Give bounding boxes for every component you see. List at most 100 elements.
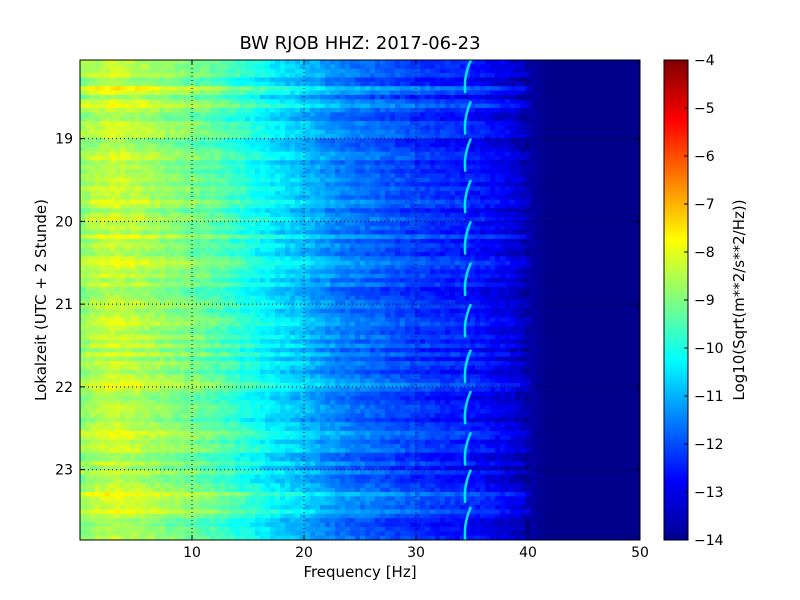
heatmap-cell	[295, 164, 301, 170]
heatmap-cell	[350, 116, 356, 122]
heatmap-cell	[315, 160, 321, 166]
heatmap-cell	[540, 230, 546, 235]
heatmap-cell	[525, 112, 531, 118]
heatmap-cell	[285, 121, 291, 126]
heatmap-cell	[365, 103, 371, 109]
heatmap-cell	[250, 77, 256, 83]
heatmap-cell	[215, 142, 221, 148]
heatmap-cell	[285, 112, 291, 118]
heatmap-cell	[355, 129, 361, 135]
heatmap-cell	[300, 129, 306, 135]
heatmap-cell	[245, 108, 251, 113]
heatmap-cell	[585, 73, 591, 78]
heatmap-cell	[635, 94, 640, 100]
heatmap-cell	[575, 64, 581, 70]
heatmap-cell	[150, 151, 156, 157]
heatmap-cell	[445, 212, 451, 218]
heatmap-cell	[355, 73, 361, 78]
heatmap-cell	[460, 108, 466, 113]
heatmap-cell	[430, 99, 436, 105]
heatmap-cell	[150, 94, 156, 100]
heatmap-cell	[320, 90, 326, 96]
heatmap-cell	[155, 125, 161, 131]
heatmap-cell	[260, 103, 266, 109]
heatmap-cell	[290, 134, 296, 139]
heatmap-cell	[155, 142, 161, 148]
heatmap-cell	[625, 90, 631, 96]
heatmap-cell	[180, 169, 186, 174]
heatmap-cell	[350, 129, 356, 135]
heatmap-cell	[140, 160, 146, 166]
heatmap-cell	[465, 204, 471, 209]
heatmap-cell	[225, 173, 231, 179]
heatmap-cell	[550, 121, 556, 126]
heatmap-cell	[495, 230, 501, 235]
heatmap-cell	[435, 77, 441, 83]
heatmap-cell	[355, 208, 361, 214]
heatmap-cell	[485, 221, 491, 227]
heatmap-cell	[350, 225, 356, 231]
heatmap-cell	[205, 225, 211, 231]
heatmap-cell	[410, 90, 416, 96]
heatmap-cell	[215, 195, 221, 201]
heatmap-cell	[130, 103, 136, 109]
heatmap-cell	[365, 77, 371, 83]
heatmap-cell	[580, 217, 586, 222]
heatmap-cell	[605, 160, 611, 166]
heatmap-cell	[625, 60, 631, 65]
heatmap-cell	[495, 212, 501, 218]
heatmap-cell	[440, 212, 446, 218]
heatmap-cell	[285, 129, 291, 135]
heatmap-cell	[265, 243, 271, 249]
heatmap-cell	[485, 73, 491, 78]
heatmap-cell	[460, 73, 466, 78]
heatmap-cell	[275, 169, 281, 174]
heatmap-cell	[240, 86, 246, 91]
heatmap-cell	[205, 169, 211, 174]
heatmap-cell	[320, 134, 326, 139]
heatmap-cell	[490, 138, 496, 144]
heatmap-cell	[290, 151, 296, 157]
heatmap-cell	[460, 125, 466, 131]
heatmap-cell	[325, 116, 331, 122]
heatmap-cell	[520, 164, 526, 170]
heatmap-cell	[105, 94, 111, 100]
heatmap-cell	[355, 252, 361, 257]
heatmap-cell	[165, 134, 171, 139]
heatmap-cell	[570, 169, 576, 174]
heatmap-cell	[560, 77, 566, 83]
heatmap-cell	[555, 81, 561, 87]
heatmap-cell	[335, 195, 341, 201]
heatmap-cell	[335, 68, 341, 74]
heatmap-cell	[590, 199, 596, 205]
heatmap-cell	[150, 173, 156, 179]
heatmap-cell	[150, 186, 156, 192]
heatmap-cell	[430, 195, 436, 201]
heatmap-cell	[615, 190, 621, 196]
heatmap-cell	[380, 60, 386, 65]
heatmap-cell	[220, 77, 226, 83]
heatmap-cell	[230, 156, 236, 161]
heatmap-cell	[370, 225, 376, 231]
heatmap-cell	[420, 108, 426, 113]
heatmap-cell	[95, 64, 101, 70]
heatmap-cell	[345, 238, 351, 244]
heatmap-cell	[405, 116, 411, 122]
heatmap-cell	[275, 156, 281, 161]
heatmap-cell	[420, 186, 426, 192]
heatmap-cell	[200, 225, 206, 231]
heatmap-cell	[455, 147, 461, 153]
heatmap-cell	[215, 99, 221, 105]
heatmap-cell	[560, 121, 566, 126]
heatmap-cell	[340, 199, 346, 205]
heatmap-cell	[500, 138, 506, 144]
heatmap-cell	[565, 151, 571, 157]
heatmap-cell	[110, 208, 116, 214]
heatmap-cell	[450, 208, 456, 214]
heatmap-cell	[450, 234, 456, 240]
heatmap-cell	[445, 86, 451, 91]
heatmap-cell	[555, 112, 561, 118]
heatmap-cell	[245, 186, 251, 192]
heatmap-cell	[345, 77, 351, 83]
heatmap-cell	[530, 212, 536, 218]
